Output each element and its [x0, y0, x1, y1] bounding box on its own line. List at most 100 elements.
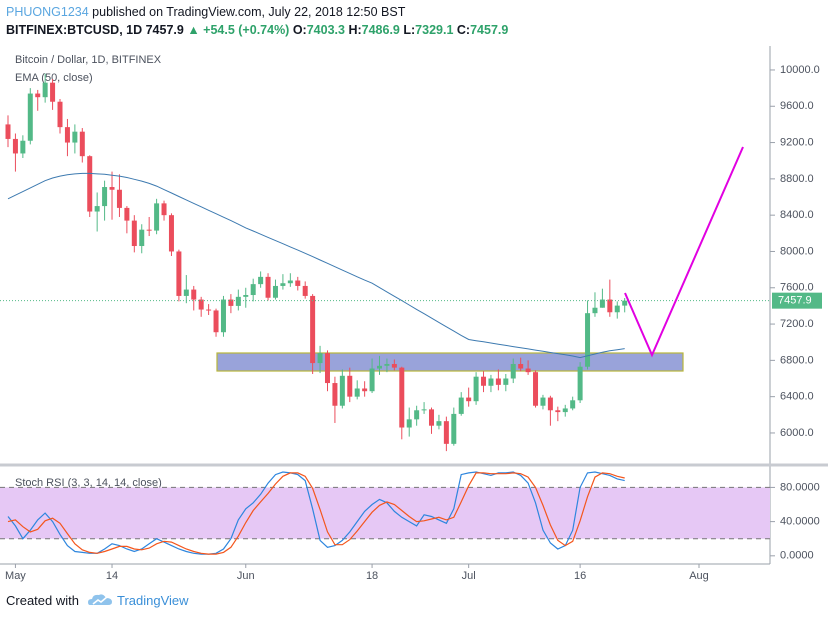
candle-body [12, 138, 18, 154]
stoch-title: Stoch RSI (3, 3, 14, 14, close) [15, 477, 162, 489]
header: PHUONG1234 published on TradingView.com,… [6, 3, 508, 39]
candle-body [35, 93, 41, 98]
candle-body [139, 229, 145, 247]
candle-body [243, 295, 249, 297]
x-tick-label: Jul [462, 570, 476, 582]
ohlc-key: C: [456, 23, 471, 37]
y-tick-label: 6800.0 [780, 354, 814, 366]
y-tick-label: 6000.0 [780, 427, 814, 439]
support-zone [216, 352, 684, 372]
candle-body [198, 299, 204, 310]
candle-body [213, 310, 219, 333]
candle-body [146, 229, 152, 231]
candle-body [540, 397, 546, 406]
candle-body [339, 375, 345, 406]
candle-body [570, 400, 576, 409]
candle-body [369, 368, 375, 392]
candle-body [324, 353, 330, 384]
x-tick-label: 14 [106, 570, 118, 582]
candle-body [495, 378, 501, 385]
candle-body [547, 397, 553, 411]
footer-text: Created with [6, 592, 79, 608]
candle-body [391, 363, 397, 368]
y-tick-label: 80.0000 [780, 481, 820, 493]
candle-body [50, 82, 56, 102]
candle-body [421, 409, 427, 411]
candle-body [220, 299, 226, 333]
stoch-band [0, 487, 770, 539]
candle-body [258, 276, 264, 285]
y-tick-label: 8400.0 [780, 209, 814, 221]
candle-body [124, 207, 130, 221]
candle-body [354, 388, 360, 397]
candle-body [525, 368, 531, 373]
ohlc-value: 7403.3 [306, 23, 345, 37]
candle-body [458, 397, 464, 414]
candle-body [518, 363, 524, 369]
candle-body [332, 383, 338, 406]
x-tick-label: Jun [237, 570, 255, 582]
symbol: BITFINEX:BTCUSD, 1D [6, 23, 143, 37]
candle-body [235, 296, 241, 306]
candle-body [614, 305, 620, 313]
candle-body [443, 421, 449, 444]
y-tick-label: 10000.0 [780, 64, 820, 76]
candle-body [116, 189, 122, 208]
y-tick-label: 9200.0 [780, 136, 814, 148]
footer: Created with TradingView [6, 592, 189, 608]
candle-body [131, 220, 137, 247]
last-price-label: 7457.9 [778, 295, 812, 307]
candle-body [79, 131, 85, 157]
candle-body [183, 289, 189, 296]
indicator-label: EMA (50, close) [15, 72, 93, 84]
y-tick-label: 9600.0 [780, 100, 814, 112]
stoch-line [7, 472, 625, 555]
candle-body [406, 419, 412, 428]
candle-body [577, 366, 583, 401]
last-price-tag [772, 292, 822, 309]
candle-body [280, 283, 286, 286]
candle-body [42, 82, 48, 98]
candle-body [250, 284, 256, 296]
candle-body [592, 307, 598, 314]
candle-body [5, 124, 11, 139]
candle-body [87, 156, 93, 212]
stoch-line [7, 471, 625, 555]
candle-body [302, 285, 308, 296]
candle-body [429, 409, 435, 426]
y-tick-label: 7600.0 [780, 282, 814, 294]
candle-body [295, 280, 301, 286]
candle-body [72, 131, 78, 143]
candle-body [414, 410, 420, 420]
chart: Bitcoin / Dollar, 1D, BITFINEX EMA (50, … [0, 46, 828, 582]
candle-body [562, 408, 568, 413]
y-tick-label: 6400.0 [780, 391, 814, 403]
last-price: 7457.9 [145, 23, 184, 37]
candle-body [488, 378, 494, 386]
chart-title: Bitcoin / Dollar, 1D, BITFINEX [15, 54, 162, 66]
y-tick-label: 0.0000 [780, 550, 814, 562]
brand[interactable]: TradingView [116, 592, 189, 608]
candle-body [27, 93, 33, 141]
logo [87, 594, 112, 605]
candle-body [436, 421, 442, 426]
candle-body [451, 413, 457, 444]
candle-body [510, 363, 516, 379]
y-tick-label: 40.0000 [780, 516, 820, 528]
candle-body [481, 376, 487, 386]
candle-body [384, 363, 390, 366]
candle-body [310, 295, 316, 364]
author[interactable]: PHUONG1234 [6, 5, 89, 19]
y-tick-label: 8000.0 [780, 245, 814, 257]
candle-body [228, 299, 234, 306]
candle-body [473, 376, 479, 402]
candle-body [607, 299, 613, 313]
candle-body [466, 397, 472, 402]
candle-body [161, 203, 167, 216]
ohlc: O:7403.3 H:7486.9 L:7329.1 C:7457.9 [293, 23, 509, 37]
ohlc-key: L: [403, 23, 416, 37]
ohlc-value: 7486.9 [361, 23, 400, 37]
x-tick-label: May [5, 570, 26, 582]
candle-body [154, 203, 160, 231]
